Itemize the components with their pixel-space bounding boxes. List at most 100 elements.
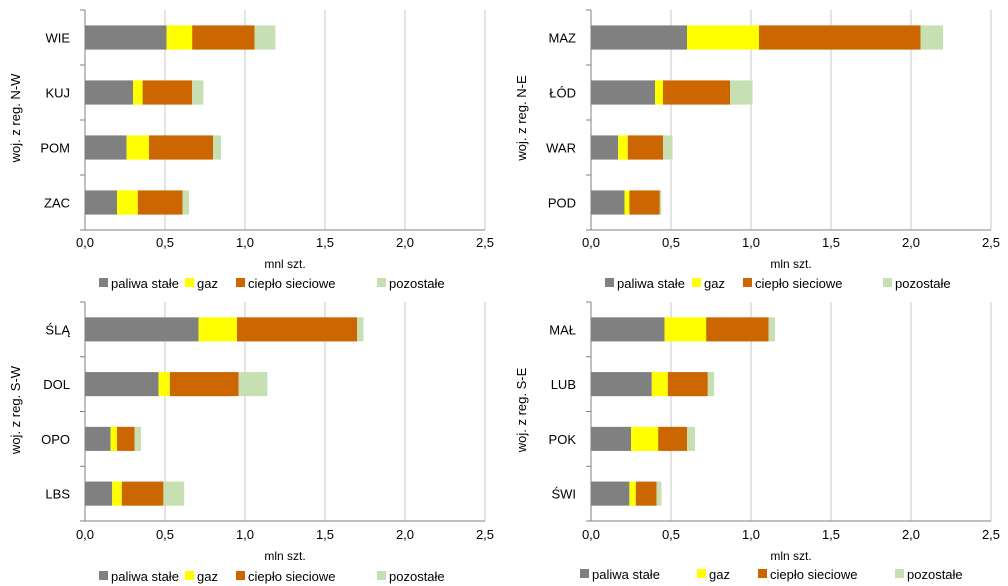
legend-swatch [99,571,108,580]
x-tick-label: 2,5 [982,527,1000,542]
legend-swatch [185,278,194,287]
category-label: MAŁ [549,322,576,337]
bar-segment [591,481,630,506]
legend-label: ciepło sieciowe [770,567,857,582]
bar-segment [655,80,663,105]
bar-segment [627,135,663,160]
y-axis-title: woj. z reg. N-E [514,75,529,162]
legend-label: paliwa stałe [592,567,660,582]
bar-segment [629,190,660,215]
legend-label: gaz [709,567,730,582]
legend-label: pozostałe [389,276,445,291]
x-tick-label: 0,0 [76,235,94,250]
legend-label: gaz [197,276,218,291]
bar-segment [635,481,657,506]
bar-segment [591,426,631,451]
legend-label: pozostałe [907,567,963,582]
x-tick-label: 1,5 [822,527,840,542]
x-tick-label: 2,0 [902,235,920,250]
legend-swatch [236,571,245,580]
x-tick-label: 2,0 [396,527,414,542]
category-label: LUB [551,377,576,392]
legend-swatch [377,278,386,287]
legend-swatch [580,569,589,578]
x-tick-label: 2,5 [982,235,1000,250]
bar-segment [137,190,183,215]
bar-segment [85,190,117,215]
bar-segment [85,372,159,397]
bar-segment [591,135,619,160]
x-tick-label: 1,5 [316,235,334,250]
category-label: WIE [45,31,70,46]
x-tick-label: 1,0 [236,235,254,250]
legend-swatch [377,571,386,580]
bar-segment [110,426,117,451]
chart-panel-1: WIE KUJ POM ZAC 0,0 0,5 1,0 1,5 2,0 2,5 mnl szt. wo… [8,9,494,291]
y-axis-title: woj. z reg. N-W [8,73,23,164]
x-tick-label: 0,5 [662,235,680,250]
bar-segment [117,426,135,451]
legend-swatch [692,278,701,287]
legend-label: paliwa stałe [111,276,179,291]
legend-label: paliwa stałe [111,569,179,584]
bar-segment [149,135,213,160]
x-tick-label: 2,5 [476,527,494,542]
bar-segment [730,80,753,105]
bar-segment [651,372,668,397]
bar-segment [213,135,221,160]
bar-segment [192,25,255,50]
x-tick-label: 0,0 [76,527,94,542]
legend-swatch [758,569,767,578]
x-tick-label: 0,5 [156,527,174,542]
bar-segment [664,317,707,342]
legend-swatch [895,569,904,578]
category-label: KUJ [45,86,70,101]
bar-segment [659,190,662,215]
category-label: ŚLĄ [45,322,70,337]
bar-segment [591,190,625,215]
bar-segment [133,80,143,105]
bar-segment [166,25,193,50]
bar-segment [85,317,199,342]
bar-segment [618,135,628,160]
chart-panel-3: ŚLĄ DOL OPO LBS 0,0 0,5 1,0 1,5 2,0 2,5 mln szt. wo… [8,301,494,584]
legend-swatch [99,278,108,287]
bar-segment [706,317,769,342]
bar-segment [631,426,659,451]
bar-segment [759,25,921,50]
bar-segment [357,317,364,342]
bar-segment [254,25,276,50]
y-axis-title: woj. z reg. S-W [8,365,23,455]
category-label: DOL [43,377,70,392]
bar-segment [121,481,164,506]
chart-panel-2: MAZ ŁÓD WAR POD 0,0 0,5 1,0 1,5 2,0 2,5 mln szt. wo… [514,9,1000,291]
bar-segment [192,80,204,105]
legend-label: gaz [704,276,725,291]
bar-segment [707,372,715,397]
bar-segment [237,317,357,342]
bar-segment [85,80,133,105]
legend-swatch [185,571,194,580]
bar-segment [591,80,655,105]
bar-segment [687,25,759,50]
bar-segment [687,426,695,451]
legend-label: gaz [197,569,218,584]
legend-swatch [236,278,245,287]
category-label: POK [549,432,577,447]
bar-segment [85,426,111,451]
x-axis-title: mln szt. [770,549,811,563]
category-label: POD [548,196,576,211]
category-label: ZAC [44,196,70,211]
x-axis-title: mln szt. [770,257,811,271]
bar-segment [198,317,237,342]
category-label: LBS [45,487,70,502]
legend-swatch [883,278,892,287]
x-tick-label: 2,0 [902,527,920,542]
bar-segment [591,372,652,397]
x-axis-title: mln szt. [264,549,305,563]
legend-swatch [697,569,706,578]
category-label: MAZ [549,31,577,46]
category-label: WAR [546,141,576,156]
bar-segment [658,426,687,451]
